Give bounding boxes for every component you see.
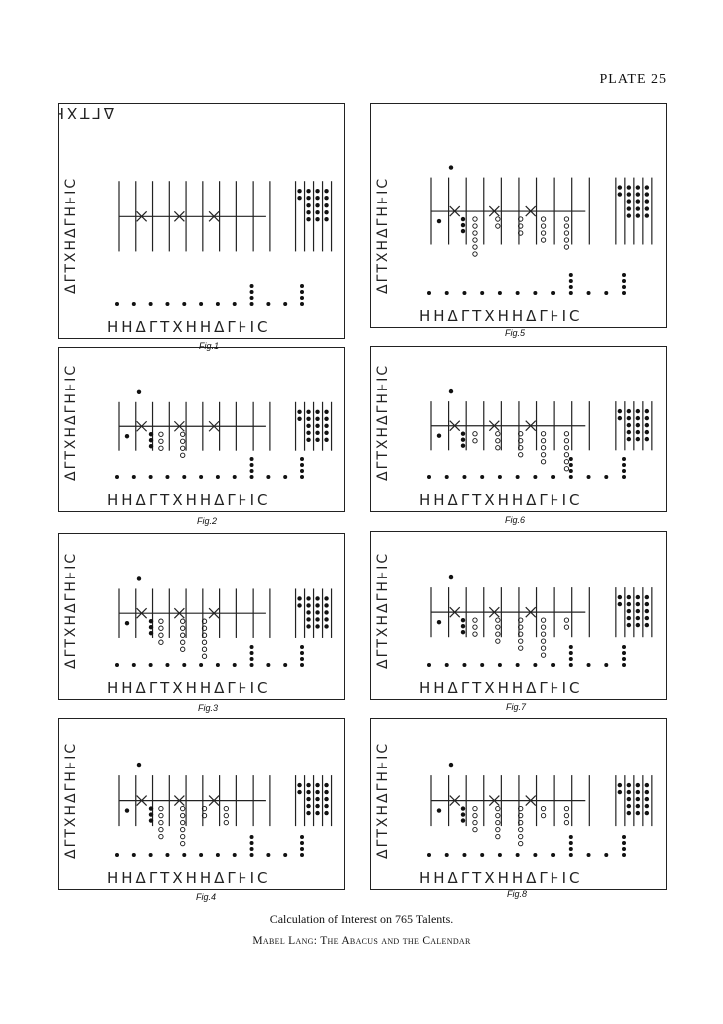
abacus-drawing: ΗΗΔΓΤΧΗΗΔΓ⊦ΙC ΔΓΤΧΗΔΓΗ⊦ΙC: [375, 364, 653, 509]
bottom-symbol-row: ΗΗΔΓΤΧΗΗΔΓ⊦ΙC: [419, 679, 583, 697]
abacus-drawing: ΗΗΔΓΤΧΗΗΔΓ⊦ΙC ΔΓΤΧΗΔΓΗ⊦ΙC: [63, 364, 333, 509]
fig-caption-6: Fig.6: [505, 515, 526, 525]
fig-caption-7: Fig.7: [506, 702, 527, 712]
author-title-line: Mabel Lang: The Abacus and the Calendar: [252, 935, 471, 947]
figure-panel-1: ΗΗΔΓΤΧΗΗΔΓ⊦ΙC ΔΓΤΧΗΔΓΗ⊦ΙC ΔΓΤΧΗΔΓΗ⊦ΙC: [58, 103, 345, 339]
figure-panel-6: ΗΗΔΓΤΧΗΗΔΓ⊦ΙC ΔΓΤΧΗΔΓΗ⊦ΙC: [370, 346, 667, 512]
side-symbol-column: ΔΓΤΧΗΔΓΗ⊦ΙC: [375, 742, 391, 859]
figure-panel-7: ΗΗΔΓΤΧΗΗΔΓ⊦ΙC ΔΓΤΧΗΔΓΗ⊦ΙC: [370, 531, 667, 700]
abacus-drawing: ΗΗΔΓΤΧΗΗΔΓ⊦ΙC ΔΓΤΧΗΔΓΗ⊦ΙC: [375, 165, 653, 325]
abacus-drawing: ΗΗΔΓΤΧΗΗΔΓ⊦ΙC ΔΓΤΧΗΔΓΗ⊦ΙC: [375, 552, 653, 697]
figure-panel-8: ΗΗΔΓΤΧΗΗΔΓ⊦ΙC ΔΓΤΧΗΔΓΗ⊦ΙC: [370, 718, 667, 890]
top-symbol-row: ΔΓΤΧΗΔΓΗ⊦ΙC: [59, 104, 114, 122]
fig-caption-8: Fig.8: [507, 889, 528, 899]
side-symbol-column: ΔΓΤΧΗΔΓΗ⊦ΙC: [375, 552, 391, 669]
fig-caption-5: Fig.5: [505, 328, 526, 338]
plate-caption: Calculation of Interest on 765 Talents.: [269, 912, 454, 926]
bottom-symbol-row: ΗΗΔΓΤΧΗΗΔΓ⊦ΙC: [419, 491, 583, 509]
figure-panel-3: ΗΗΔΓΤΧΗΗΔΓ⊦ΙC ΔΓΤΧΗΔΓΗ⊦ΙC: [58, 533, 345, 700]
bottom-symbol-row: ΗΗΔΓΤΧΗΗΔΓ⊦ΙC: [107, 318, 271, 336]
figure-panel-2: ΗΗΔΓΤΧΗΗΔΓ⊦ΙC ΔΓΤΧΗΔΓΗ⊦ΙC: [58, 347, 345, 512]
side-symbol-column: ΔΓΤΧΗΔΓΗ⊦ΙC: [63, 552, 79, 669]
side-symbol-column: ΔΓΤΧΗΔΓΗ⊦ΙC: [63, 177, 79, 294]
side-symbol-column: ΔΓΤΧΗΔΓΗ⊦ΙC: [63, 742, 79, 859]
side-symbol-column: ΔΓΤΧΗΔΓΗ⊦ΙC: [375, 177, 391, 294]
fig-caption-4: Fig.4: [196, 892, 217, 902]
side-symbol-column: ΔΓΤΧΗΔΓΗ⊦ΙC: [63, 364, 79, 481]
abacus-drawing: ΗΗΔΓΤΧΗΗΔΓ⊦ΙC ΔΓΤΧΗΔΓΗ⊦ΙC: [63, 742, 333, 887]
figure-panel-4: ΗΗΔΓΤΧΗΗΔΓ⊦ΙC ΔΓΤΧΗΔΓΗ⊦ΙC: [58, 718, 345, 890]
plate-number: PLATE 25: [599, 72, 667, 87]
bottom-symbol-row: ΗΗΔΓΤΧΗΗΔΓ⊦ΙC: [419, 869, 583, 887]
side-symbol-column: ΔΓΤΧΗΔΓΗ⊦ΙC: [375, 364, 391, 481]
fig-caption-1: Fig.1: [199, 341, 220, 351]
bottom-symbol-row: ΗΗΔΓΤΧΗΗΔΓ⊦ΙC: [419, 307, 583, 325]
bottom-symbol-row: ΗΗΔΓΤΧΗΗΔΓ⊦ΙC: [107, 491, 271, 509]
figure-panel-5: ΗΗΔΓΤΧΗΗΔΓ⊦ΙC ΔΓΤΧΗΔΓΗ⊦ΙC: [370, 103, 667, 328]
fig-caption-2: Fig.2: [197, 516, 218, 526]
fig-caption-3: Fig.3: [198, 703, 219, 713]
abacus-drawing: ΗΗΔΓΤΧΗΗΔΓ⊦ΙC ΔΓΤΧΗΔΓΗ⊦ΙC: [375, 742, 653, 887]
bottom-symbol-row: ΗΗΔΓΤΧΗΗΔΓ⊦ΙC: [107, 869, 271, 887]
abacus-drawing: ΗΗΔΓΤΧΗΗΔΓ⊦ΙC ΔΓΤΧΗΔΓΗ⊦ΙC ΔΓΤΧΗΔΓΗ⊦ΙC: [59, 104, 333, 336]
bottom-symbol-row: ΗΗΔΓΤΧΗΗΔΓ⊦ΙC: [107, 679, 271, 697]
abacus-drawing: ΗΗΔΓΤΧΗΗΔΓ⊦ΙC ΔΓΤΧΗΔΓΗ⊦ΙC: [63, 552, 333, 697]
